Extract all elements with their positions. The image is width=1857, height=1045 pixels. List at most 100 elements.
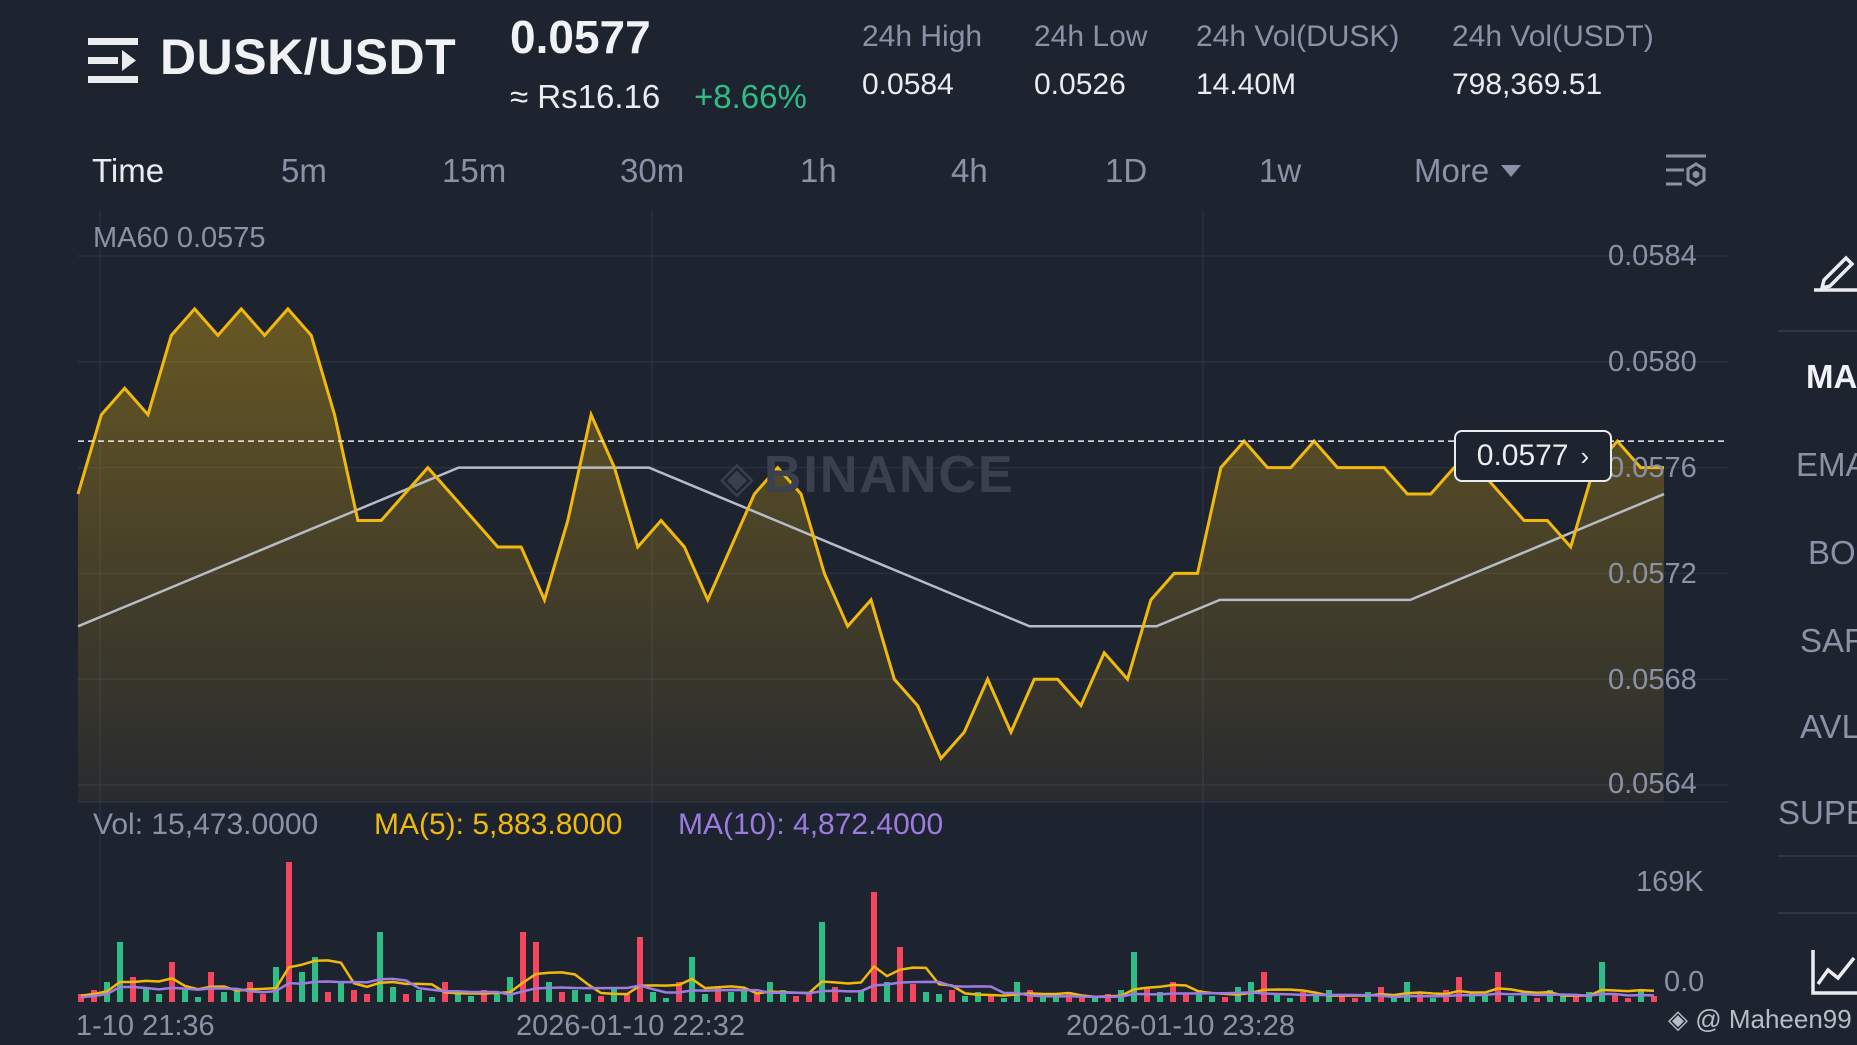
time-label: 2026-01-10 23:28 (1066, 1010, 1295, 1042)
volume-bar (416, 990, 422, 1002)
volume-bar (1521, 992, 1527, 1002)
price-line (76, 306, 1664, 762)
indicator-avl[interactable]: AVL (1800, 708, 1857, 745)
volume-bar (1430, 998, 1436, 1002)
volume-bar (1040, 996, 1046, 1002)
volume-bar (1339, 994, 1345, 1002)
volume-bar (1508, 996, 1514, 1002)
volume-bar (1599, 962, 1605, 1002)
volume-tick: 169K (1636, 866, 1704, 898)
stat-value-low: 0.0526 (1034, 68, 1126, 101)
volume-bar (897, 947, 903, 1002)
volume-bar (741, 990, 747, 1002)
price-tick: 0.0572 (1608, 558, 1697, 590)
volume-bar (429, 997, 435, 1002)
pair-title[interactable]: DUSK/USDT (160, 29, 457, 85)
volume-bar (1456, 977, 1462, 1002)
stat-label-vol-dusk: 24h Vol(DUSK) (1196, 20, 1400, 53)
volume-bar (884, 982, 890, 1002)
chart-settings-icon[interactable] (1664, 152, 1708, 194)
volume-bar (143, 987, 149, 1002)
volume-bar (1079, 997, 1085, 1002)
volume-bar (923, 992, 929, 1002)
volume-bar (1352, 998, 1358, 1002)
indicator-supe[interactable]: SUPE (1778, 794, 1857, 831)
ma60-label: MA60 0.0575 (93, 222, 266, 254)
volume-bar (585, 994, 591, 1002)
volume-bar (1183, 994, 1189, 1002)
volume-bar (507, 977, 513, 1002)
volume-bar (1625, 998, 1631, 1002)
tab-more-label: More (1414, 152, 1490, 189)
volume-bar (1053, 994, 1059, 1002)
volume-bar (494, 994, 500, 1002)
volume-bar (793, 996, 799, 1002)
volume-bar (325, 992, 331, 1002)
tab-time[interactable]: Time (92, 152, 165, 189)
indicator-sar[interactable]: SAR (1800, 622, 1857, 659)
volume-tick: 0.0 (1664, 966, 1705, 998)
stat-value-vol-dusk: 14.40M (1196, 68, 1297, 101)
volume-bar (780, 990, 786, 1002)
volume-bar (221, 992, 227, 1002)
volume-bar (637, 937, 643, 1002)
volume-bar (975, 992, 981, 1002)
tab-1w[interactable]: 1w (1259, 152, 1302, 189)
volume-bar (1157, 992, 1163, 1002)
draw-pencil-icon[interactable] (1812, 246, 1857, 292)
tab-1d[interactable]: 1D (1105, 152, 1148, 189)
volume-ma10-line (80, 977, 1655, 999)
volume-bar (546, 982, 552, 1002)
price-tick: 0.0576 (1608, 452, 1697, 484)
tab-more[interactable]: More (1414, 152, 1522, 190)
volume-bar (1417, 994, 1423, 1002)
volume-label: Vol: 15,473.0000 (93, 808, 319, 841)
stat-label-high: 24h High (862, 20, 983, 53)
volume-bar (572, 990, 578, 1002)
chart-type-icon[interactable] (1810, 948, 1857, 996)
volume-bar (663, 998, 669, 1002)
volume-bar (117, 942, 123, 1002)
indicator-bol[interactable]: BOL (1808, 534, 1857, 571)
watermark-text: BINANCE (763, 446, 1015, 504)
volume-bar (377, 932, 383, 1002)
menu-icon[interactable] (86, 36, 144, 86)
time-label: 1-10 21:36 (76, 1010, 215, 1042)
indicator-ema[interactable]: EMA (1796, 446, 1857, 483)
tab-1h[interactable]: 1h (800, 152, 837, 189)
tab-30m[interactable]: 30m (620, 152, 685, 189)
tab-15m[interactable]: 15m (442, 152, 507, 189)
volume-bar (1469, 992, 1475, 1002)
volume-bar (468, 996, 474, 1002)
volume-bar (1547, 990, 1553, 1002)
current-price-tag[interactable]: 0.0577 › (1454, 430, 1612, 482)
volume-bar (390, 987, 396, 1002)
chevron-right-icon: › (1580, 440, 1590, 471)
volume-bar (299, 972, 305, 1002)
volume-bar (1482, 994, 1488, 1002)
volume-bar (364, 994, 370, 1002)
indicator-ma[interactable]: MA (1806, 358, 1857, 395)
volume-bar (1209, 996, 1215, 1002)
volume-bar (936, 994, 942, 1002)
volume-bar (1287, 998, 1293, 1002)
volume-ma5-label: MA(5): 5,883.8000 (374, 808, 623, 841)
tab-5m[interactable]: 5m (281, 152, 327, 189)
tab-4h[interactable]: 4h (951, 152, 988, 189)
volume-bar (273, 967, 279, 1002)
price-tick: 0.0564 (1608, 768, 1697, 800)
volume-bar (806, 992, 812, 1002)
volume-bar (403, 994, 409, 1002)
volume-bar (312, 957, 318, 1002)
volume-bar (754, 994, 760, 1002)
volume-bar (871, 892, 877, 1002)
volume-bar (260, 994, 266, 1002)
volume-bar (624, 994, 630, 1002)
volume-bar (1365, 992, 1371, 1002)
volume-bar (1651, 996, 1657, 1002)
volume-bar (169, 962, 175, 1002)
price-change: +8.66% (694, 78, 807, 115)
volume-bar (988, 994, 994, 1002)
binance-logo-icon: ◈ (1668, 1004, 1688, 1034)
